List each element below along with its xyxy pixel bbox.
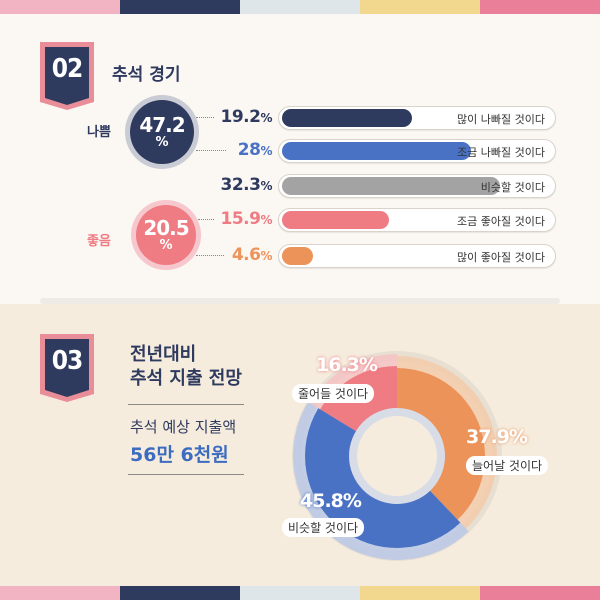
connector-line <box>196 117 214 118</box>
connector-line <box>196 255 224 256</box>
bar-fill <box>282 142 471 160</box>
section-title-line1: 전년대비 <box>130 344 197 365</box>
stripe-segment <box>480 0 600 14</box>
section-title-line2: 추석 지출 전망 <box>130 368 242 389</box>
stripe-segment <box>0 586 120 600</box>
stripe-segment <box>0 0 120 14</box>
bottom-color-stripe <box>0 586 600 600</box>
good-group-label: 좋음 <box>87 234 111 249</box>
donut-value-label: 16.3% <box>316 354 378 376</box>
bar-track: 조금 좋아질 것이다 <box>278 208 556 232</box>
bar-track: 조금 나빠질 것이다 <box>278 139 556 163</box>
connector-line <box>196 150 226 151</box>
section-divider <box>40 298 560 304</box>
bad-total-value: 47.2 <box>139 112 185 137</box>
stripe-segment <box>240 0 360 14</box>
bad-group-label: 나쁨 <box>87 125 111 140</box>
bar-category-label: 많이 나빠질 것이다 <box>457 113 545 126</box>
divider-line <box>128 474 244 475</box>
bar-track: 많이 나빠질 것이다 <box>278 106 556 130</box>
stripe-segment <box>120 0 240 14</box>
bar-category-label: 비슷할 것이다 <box>480 181 545 194</box>
donut-category-label: 비슷할 것이다 <box>282 518 365 537</box>
donut-category-label: 줄어들 것이다 <box>292 384 375 403</box>
connector-line <box>198 219 214 220</box>
stripe-segment <box>120 586 240 600</box>
stripe-segment <box>240 586 360 600</box>
stripe-segment <box>360 586 480 600</box>
bar-value-label: 15.9% <box>220 209 273 229</box>
section-number: 03 <box>51 346 84 376</box>
bar-value-label: 4.6% <box>231 245 273 265</box>
bar-row: 32.3% 비슷할 것이다 <box>0 172 600 198</box>
section-number: 02 <box>51 54 84 84</box>
good-total-value: 20.5 <box>143 215 189 240</box>
bar-fill <box>282 247 314 265</box>
stripe-segment <box>480 586 600 600</box>
expected-spending-value: 56만 6천원 <box>130 444 229 466</box>
donut-value-label: 45.8% <box>300 490 362 512</box>
bar-row: 28% 조금 나빠질 것이다 <box>0 137 600 163</box>
bar-fill <box>282 177 501 195</box>
bar-category-label: 조금 좋아질 것이다 <box>457 215 545 228</box>
bar-value-label: 28% <box>237 140 273 160</box>
section-number-badge: 02 <box>40 42 94 110</box>
bar-category-label: 많이 좋아질 것이다 <box>457 251 545 264</box>
expected-spending-label: 추석 예상 지출액 <box>130 418 237 436</box>
section-title: 추석 경기 <box>112 65 181 85</box>
section-number-badge: 03 <box>40 334 94 402</box>
bar-category-label: 조금 나빠질 것이다 <box>457 146 545 159</box>
divider-line <box>128 404 244 405</box>
bar-row: 15.9% 조금 좋아질 것이다 <box>0 206 600 232</box>
bar-row: 4.6% 많이 좋아질 것이다 <box>0 242 600 268</box>
bar-fill <box>282 211 390 229</box>
good-total-unit: % <box>159 237 173 253</box>
bar-row: 19.2% 많이 나빠질 것이다 <box>0 104 600 130</box>
bar-value-label: 19.2% <box>220 107 273 127</box>
bar-value-label: 32.3% <box>220 175 273 195</box>
stripe-segment <box>360 0 480 14</box>
donut-value-label: 37.9% <box>466 426 528 448</box>
top-color-stripe <box>0 0 600 14</box>
donut-category-label: 늘어날 것이다 <box>466 456 549 475</box>
bar-fill <box>282 109 412 127</box>
bad-total-circle: 47.2 % <box>130 100 194 164</box>
bad-total-unit: % <box>155 134 169 150</box>
good-total-circle: 20.5 % <box>136 205 196 265</box>
bar-track: 많이 좋아질 것이다 <box>278 244 556 268</box>
bar-track: 비슷할 것이다 <box>278 174 556 198</box>
